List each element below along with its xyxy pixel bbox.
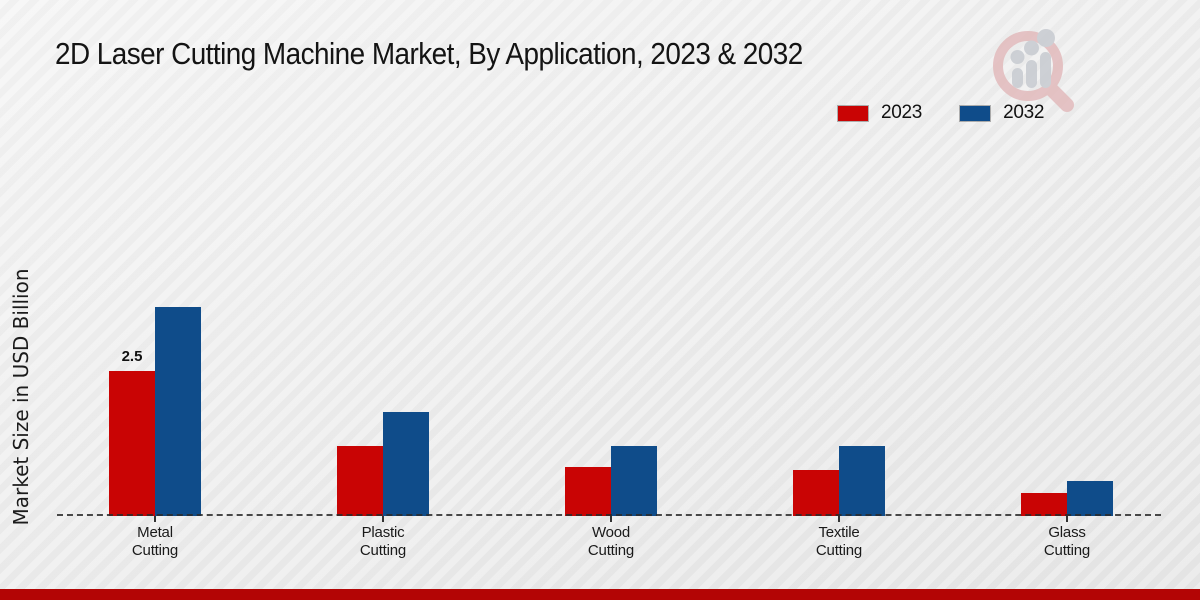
legend-label-2032: 2032 (1003, 102, 1045, 123)
bar-2032-glass-cutting (1067, 481, 1113, 516)
bottom-accent-strip (0, 589, 1200, 600)
magnifier-chart-logo (993, 29, 1074, 112)
bar-2023-metal-cutting (109, 371, 155, 516)
x-tick-plastic-cutting (382, 516, 384, 522)
bar-2023-plastic-cutting (337, 446, 383, 516)
bar-2032-textile-cutting (839, 446, 885, 516)
bar-2032-wood-cutting (611, 446, 657, 516)
bar-2023-textile-cutting (793, 470, 839, 516)
x-axis-label-metal-cutting: Metal Cutting (131, 524, 179, 559)
bar-value-label: 2.5 (121, 348, 143, 365)
x-tick-metal-cutting (154, 516, 156, 522)
legend: 2023 2032 (838, 102, 1044, 124)
x-axis-label-wood-cutting: Wood Cutting (587, 524, 635, 559)
x-tick-wood-cutting (610, 516, 612, 522)
bar-2032-metal-cutting (155, 307, 201, 516)
bar-2032-plastic-cutting (383, 412, 429, 516)
x-axis-label-glass-cutting: Glass Cutting (1043, 524, 1091, 559)
bar-2023-glass-cutting (1021, 493, 1067, 516)
x-tick-glass-cutting (1066, 516, 1068, 522)
chart-title: 2D Laser Cutting Machine Market, By Appl… (55, 36, 803, 71)
x-axis-label-plastic-cutting: Plastic Cutting (359, 524, 407, 559)
legend-swatch-2023 (838, 105, 868, 121)
bar-2023-wood-cutting (565, 467, 611, 516)
legend-swatch-2032 (960, 105, 991, 121)
legend-item-2032: 2032 (960, 102, 1044, 124)
legend-item-2023: 2023 (838, 102, 922, 124)
zero-baseline (57, 514, 1161, 516)
legend-label-2023: 2023 (881, 102, 923, 123)
x-tick-textile-cutting (838, 516, 840, 522)
x-axis-label-textile-cutting: Textile Cutting (815, 524, 863, 559)
